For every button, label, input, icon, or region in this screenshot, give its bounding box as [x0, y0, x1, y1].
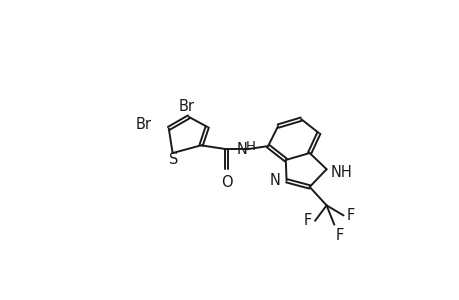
Text: F: F — [335, 228, 343, 243]
Text: NH: NH — [330, 165, 352, 180]
Text: F: F — [303, 213, 311, 228]
Text: N: N — [269, 173, 280, 188]
Text: Br: Br — [135, 117, 151, 132]
Text: F: F — [346, 208, 354, 223]
Text: H: H — [245, 140, 255, 153]
Text: N: N — [236, 142, 247, 157]
Text: Br: Br — [178, 99, 194, 114]
Text: O: O — [220, 176, 232, 190]
Text: S: S — [168, 152, 178, 167]
